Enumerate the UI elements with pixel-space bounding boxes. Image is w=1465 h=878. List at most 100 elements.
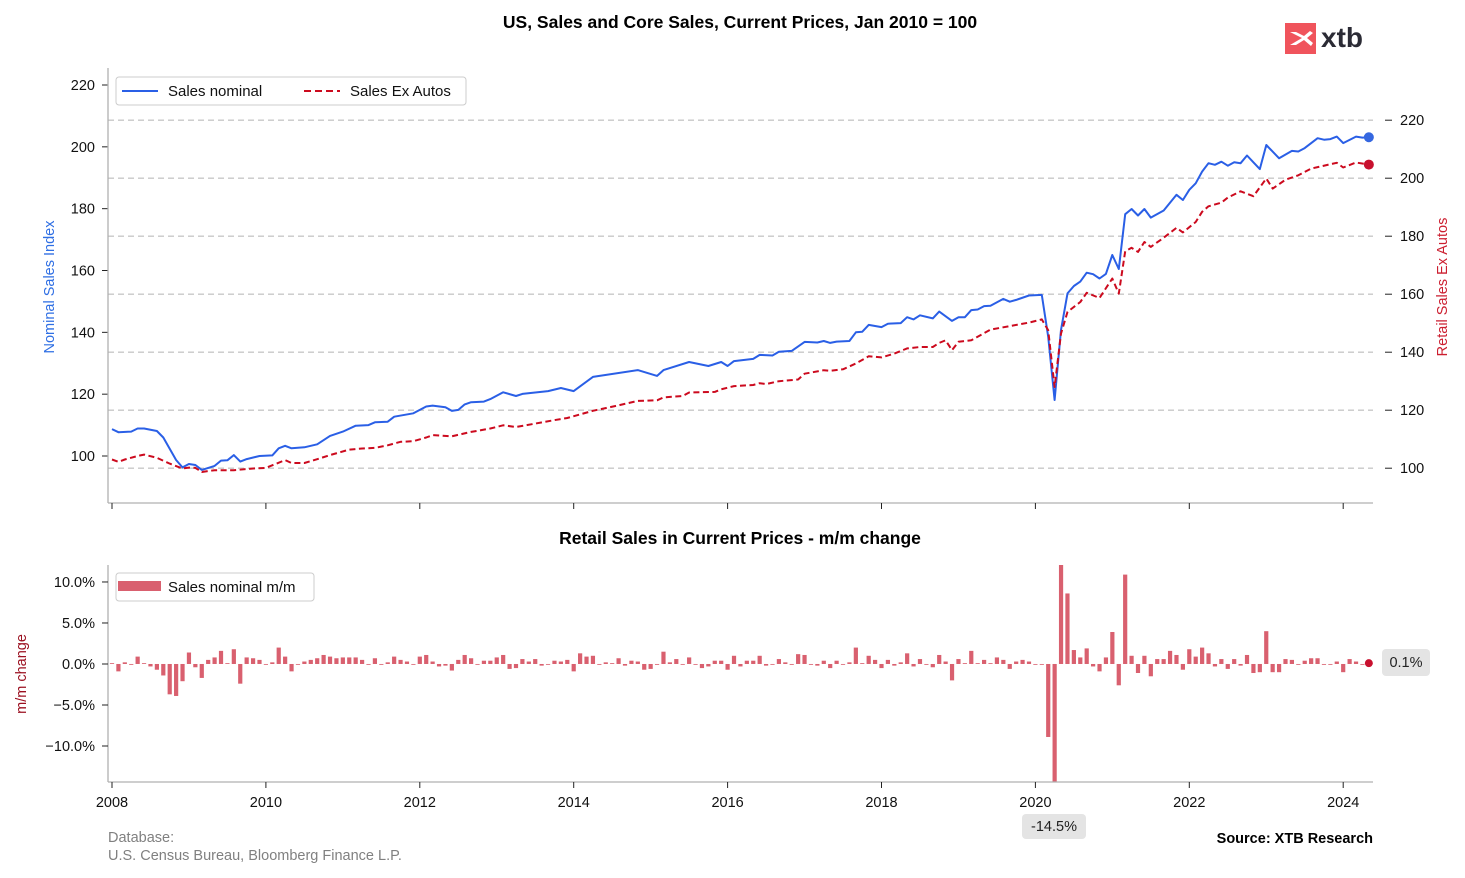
logo-x-icon (1290, 31, 1313, 46)
bottom-chart-title: Retail Sales in Current Prices - m/m cha… (559, 528, 921, 548)
mm-bar (578, 653, 583, 664)
mm-bar (1328, 663, 1333, 665)
mm-bar (385, 662, 390, 664)
mm-bar (1353, 661, 1359, 664)
mm-bar (372, 658, 378, 664)
x-tick-label: 2010 (250, 795, 282, 811)
mm-bar (943, 661, 948, 664)
right-axis-tick-label: 140 (1400, 345, 1424, 361)
mm-bar (315, 658, 320, 664)
line-sales-ex-autos (111, 161, 1369, 473)
mm-bar (1103, 657, 1109, 664)
mm-bar (763, 663, 769, 666)
bottom-y-tick-label: 0.0% (62, 657, 95, 673)
mm-bar (693, 663, 698, 665)
mm-bar (359, 659, 365, 664)
mm-bar (141, 663, 147, 664)
mm-bar (917, 659, 923, 664)
mm-bar (1289, 659, 1294, 664)
mm-bar (1155, 659, 1160, 664)
annotation-min-box (1022, 814, 1086, 839)
mm-bar (257, 659, 262, 664)
mm-bar (603, 662, 608, 664)
mm-bar (552, 660, 557, 664)
mm-bar (263, 663, 268, 665)
mm-bar (1020, 659, 1025, 664)
mm-bar (1001, 659, 1006, 664)
top-right-axis-label: Retail Sales Ex Autos (1435, 218, 1451, 357)
mm-bar (1187, 649, 1192, 664)
mm-bar (1058, 565, 1064, 664)
mm-bar (667, 662, 672, 664)
mm-bar (404, 661, 410, 664)
mm-bar (712, 660, 717, 664)
mm-bar (507, 663, 512, 669)
mm-bar (892, 663, 897, 666)
mm-bar (1309, 658, 1314, 664)
mm-bar (796, 654, 801, 664)
mm-bar (1123, 574, 1128, 664)
mm-bar (719, 660, 724, 664)
xtb-logo: xtb (1285, 22, 1363, 54)
mm-bar (699, 663, 705, 669)
mm-bar (1014, 661, 1019, 664)
mm-bar (885, 659, 891, 664)
mm-bar (866, 655, 871, 664)
mm-bar (122, 662, 127, 664)
mm-bar (340, 657, 345, 664)
mm-bar (1026, 661, 1032, 664)
x-tick-label: 2024 (1327, 795, 1359, 811)
mm-bar (654, 663, 660, 665)
sales-nominal-last-marker (1363, 132, 1374, 143)
mm-bar (616, 658, 621, 664)
mm-bar (238, 663, 243, 684)
mm-bar (937, 654, 942, 664)
mm-bar (905, 653, 910, 664)
mm-bar (327, 656, 333, 664)
mm-bar (687, 657, 692, 664)
mm-bar (629, 660, 634, 664)
mm-bar (436, 663, 442, 667)
mm-bar (815, 663, 820, 666)
left-axis-tick-label: 120 (71, 387, 95, 403)
mm-bar (622, 663, 628, 666)
mm-bar (982, 659, 987, 664)
mm-bar (1071, 650, 1076, 664)
mm-bar (366, 663, 371, 665)
mm-bar (302, 661, 307, 664)
mm-bar (1116, 663, 1121, 686)
mm-bar (186, 652, 192, 664)
mm-bar (1161, 659, 1166, 664)
mm-bar (276, 647, 281, 664)
mm-bar (1244, 654, 1250, 664)
mm-bar (295, 663, 301, 665)
mm-bar (962, 663, 967, 664)
mm-bar (738, 663, 743, 667)
line-sales-nominal (111, 135, 1369, 471)
mm-bar (244, 657, 249, 664)
annotation-min: -14.5% (1022, 814, 1086, 839)
sales-ex-autos-last-marker (1363, 159, 1374, 170)
mm-bar (488, 660, 493, 664)
legend-swatch-sales-nominal-mm (118, 581, 161, 591)
mm-bar (731, 655, 737, 664)
mm-bar (776, 659, 781, 664)
mm-bar (1033, 663, 1038, 665)
mm-bar (1219, 659, 1224, 664)
mm-bar (1078, 657, 1083, 664)
mm-bar (199, 663, 204, 678)
mm-bar (584, 656, 589, 664)
mm-bar (821, 660, 826, 664)
mm-bar (956, 659, 961, 664)
mm-bar (808, 663, 814, 665)
mm-bar (911, 663, 916, 667)
right-axis-tick-label: 100 (1400, 461, 1424, 477)
mm-bar (789, 663, 794, 665)
mm-bar (154, 663, 159, 670)
legend-label-sales-ex-autos: Sales Ex Autos (350, 83, 451, 100)
mm-bar (590, 655, 596, 664)
x-tick-label: 2008 (96, 795, 128, 811)
mm-bar (1283, 659, 1288, 664)
mm-bar (770, 663, 775, 665)
x-tick-label: 2012 (404, 795, 436, 811)
